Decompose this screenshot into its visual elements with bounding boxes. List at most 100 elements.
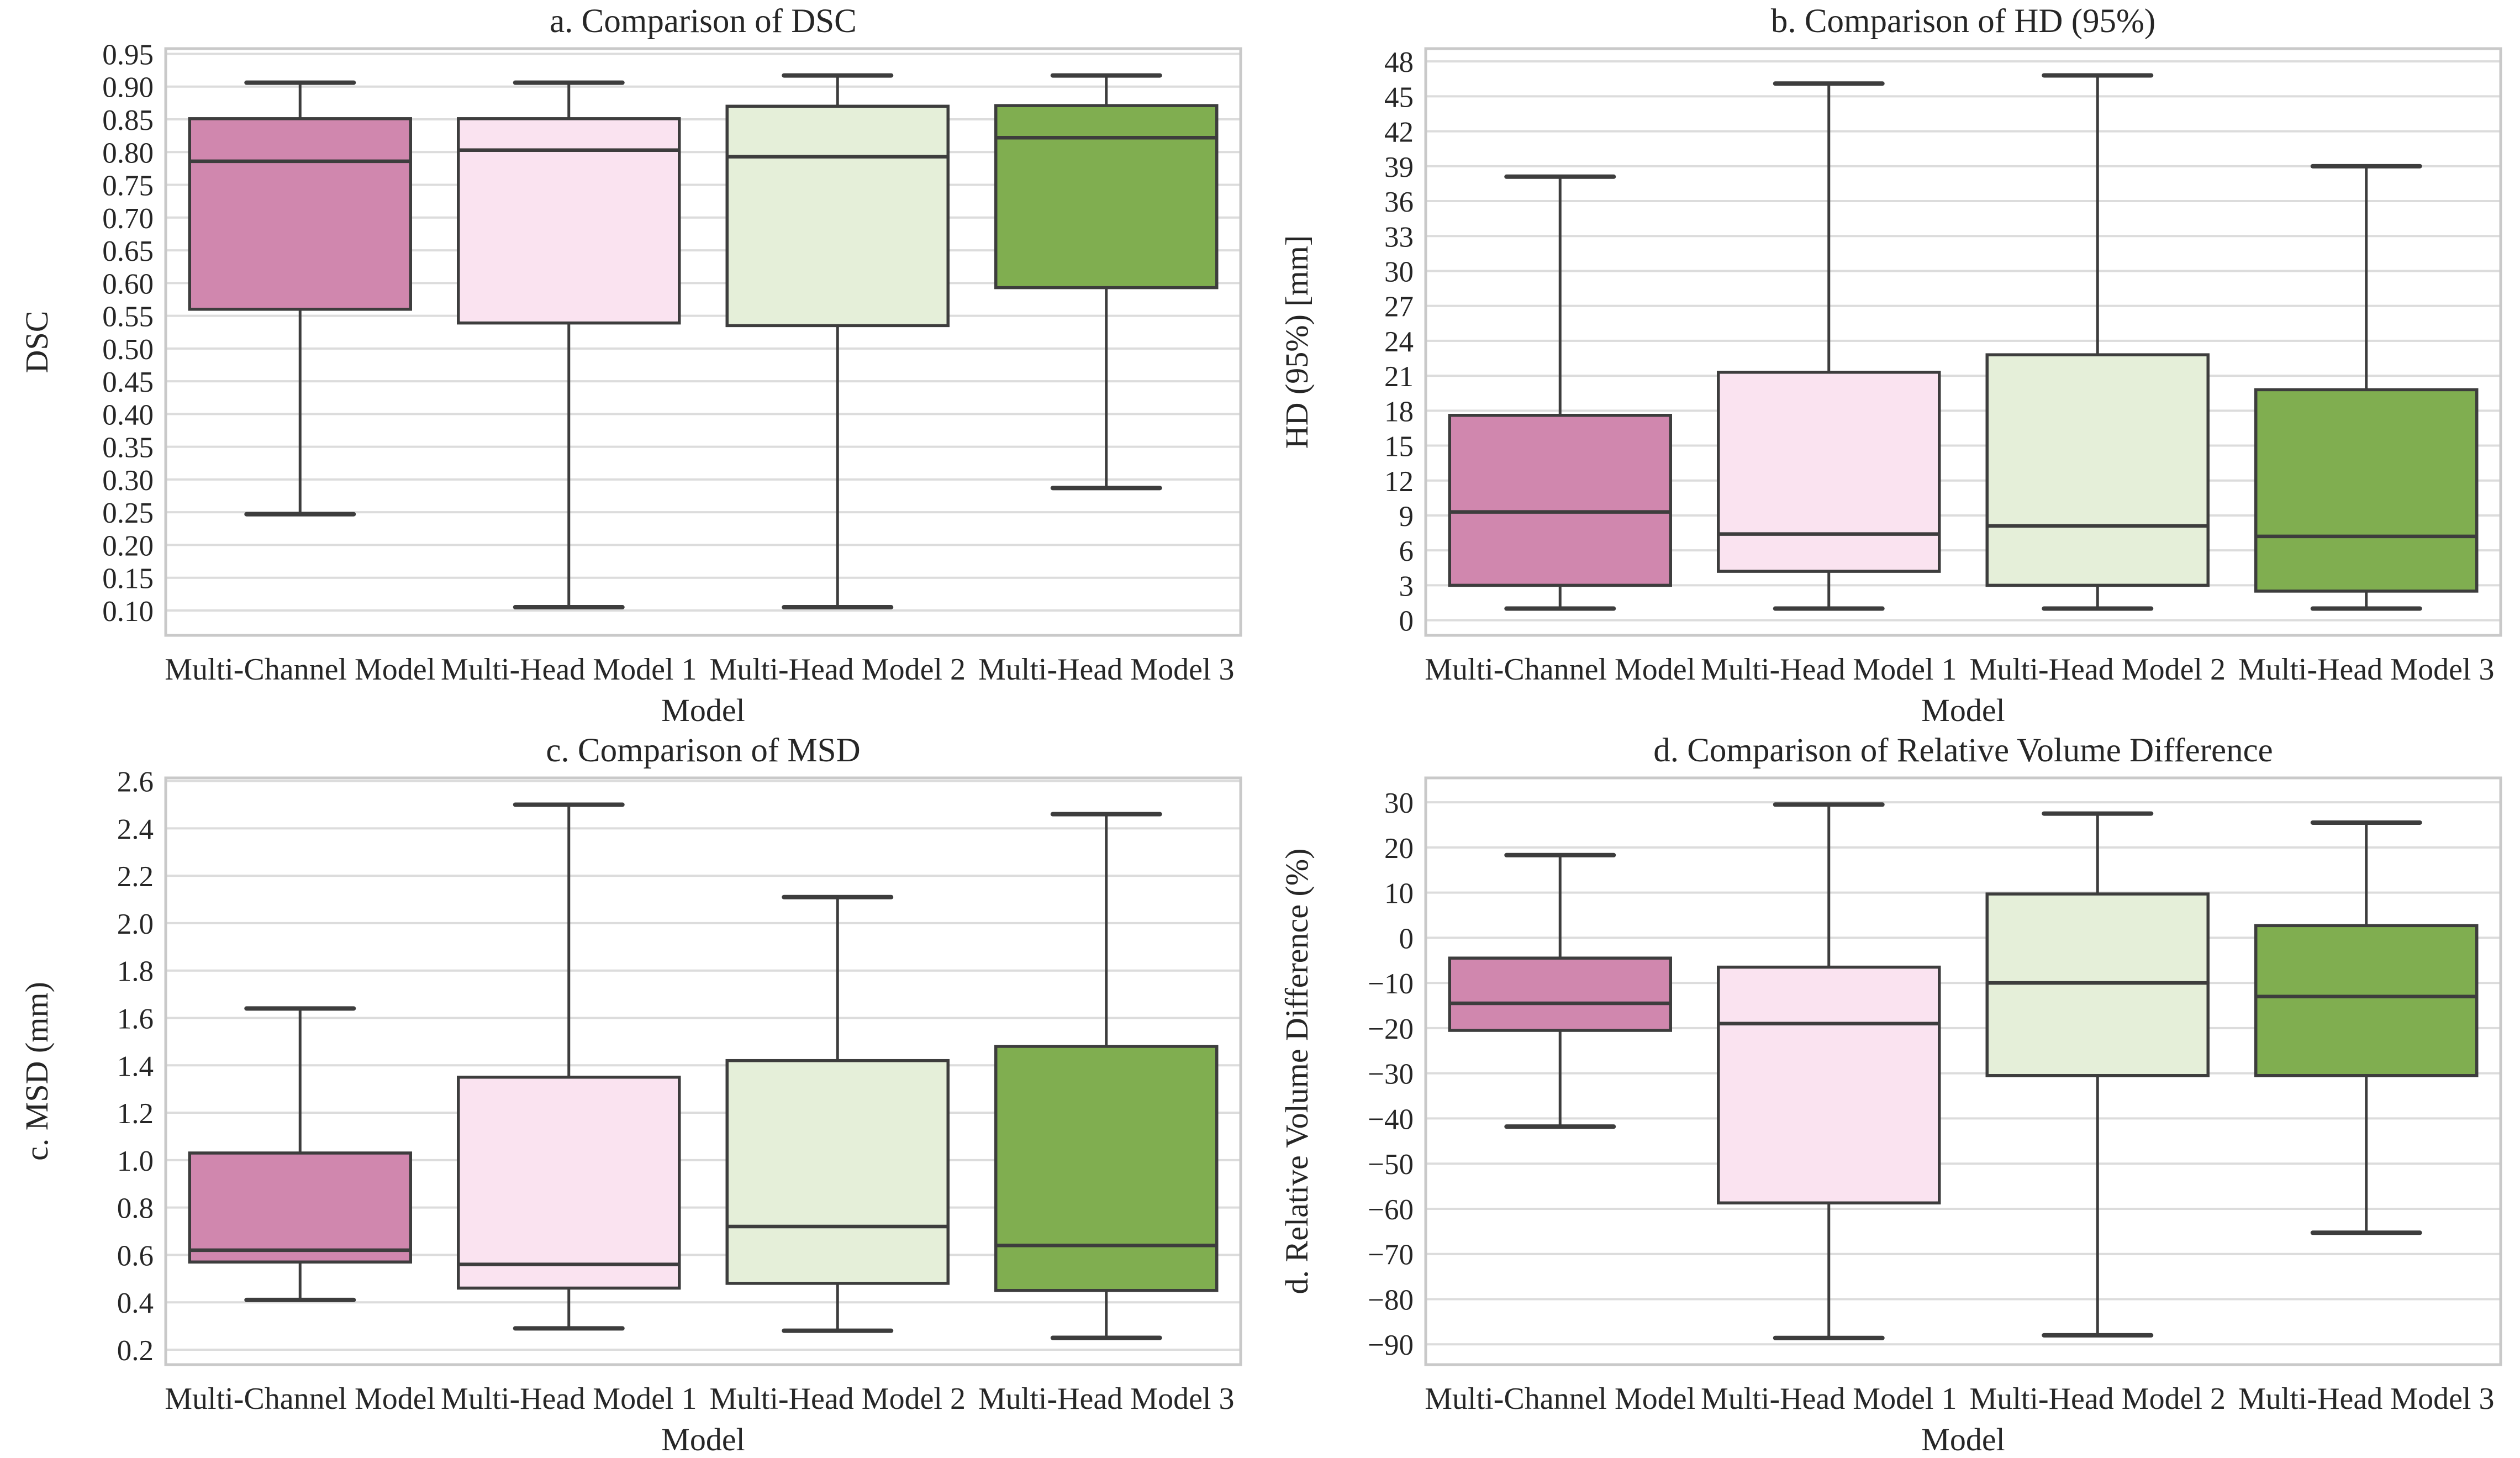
y-tick-label: −90 [1368, 1329, 1414, 1361]
box-group [1985, 811, 2210, 1338]
y-tick-label: 0.30 [102, 465, 154, 497]
y-tick-label: 0.10 [102, 596, 154, 628]
y-tick-label: 6 [1399, 535, 1414, 567]
x-category-label: Multi-Head Model 1 [441, 1382, 697, 1416]
y-tick-label: 0.6 [117, 1240, 154, 1272]
box-iqr [1717, 371, 1941, 573]
y-axis-label: HD (95%) [mm] [1279, 235, 1315, 449]
y-tick-label: 2.0 [117, 908, 154, 940]
boxplot-dsc: 0.100.150.200.250.300.350.400.450.500.55… [19, 3, 1242, 728]
y-tick-label: 3 [1399, 570, 1414, 602]
box-iqr [2254, 924, 2479, 1077]
x-axis-label: Model [1921, 1422, 2005, 1457]
x-axis-label: Model [1921, 692, 2005, 728]
y-tick-label: 0.35 [102, 432, 154, 464]
box-iqr [457, 1075, 681, 1290]
box-group [1717, 802, 1941, 1340]
x-category-label: Multi-Channel Model [1425, 1382, 1695, 1416]
chart-title: b. Comparison of HD (95%) [1771, 3, 2155, 40]
x-axis-label: Model [661, 1422, 745, 1457]
box-group [994, 812, 1219, 1340]
panel-msd: 0.2 0.4 0.6 0.8 1.0 1.2 1.4 1.6 1.8 2.0 2.2 2.4 2.6 c… [0, 729, 1260, 1458]
y-tick-label: 0.95 [102, 39, 154, 71]
y-tick-label: 1.4 [117, 1050, 154, 1082]
chart-title: c. Comparison of MSD [546, 732, 860, 769]
x-category-label: Multi-Head Model 1 [1701, 1382, 1957, 1416]
box-group [725, 73, 950, 610]
y-tick-label: 0.4 [117, 1287, 154, 1319]
y-tick-label: 33 [1384, 221, 1414, 253]
y-tick-label: 0.90 [102, 72, 154, 104]
y-tick-label: −60 [1368, 1194, 1414, 1226]
y-tick-label: 48 [1384, 46, 1414, 78]
y-tick-label: 2.6 [117, 766, 154, 798]
y-tick-label: 30 [1384, 256, 1414, 288]
y-tick-label: 36 [1384, 186, 1414, 218]
box-group [188, 1006, 412, 1302]
y-tick-label: 21 [1384, 361, 1414, 393]
box-iqr [725, 104, 950, 328]
x-category-label: Multi-Head Model 1 [441, 652, 697, 687]
y-tick-label: 0.55 [102, 301, 154, 333]
x-category-label: Multi-Head Model 3 [2238, 652, 2494, 687]
panel-hd95: 0 3 6 9 12 15 18 21 24 27 30 33 36 39 42 45 48 b. Compari… [1260, 0, 2520, 729]
box-group [1717, 81, 1941, 611]
y-tick-label: 42 [1384, 117, 1414, 149]
y-tick-label: 0.8 [117, 1193, 154, 1225]
y-tick-label: 45 [1384, 81, 1414, 113]
box-iqr [1717, 965, 1941, 1205]
x-category-label: Multi-Channel Model [1425, 652, 1695, 687]
y-tick-label: −20 [1368, 1013, 1414, 1045]
box-iqr [1985, 353, 2210, 587]
box-iqr [1448, 956, 1672, 1032]
y-tick-label: 18 [1384, 396, 1414, 428]
y-tick-label: 0.75 [102, 170, 154, 202]
y-tick-label: −10 [1368, 968, 1414, 1000]
panel-rvd: −90 −80 −70 −60 −50 −40 −30 −20 −10 0 10 20 30 d. Com… [1260, 729, 2520, 1458]
x-category-label: Multi-Head Model 2 [710, 1382, 966, 1416]
x-category-label: Multi-Head Model 3 [2238, 1382, 2494, 1416]
x-category-label: Multi-Channel Model [165, 652, 435, 687]
panel-dsc: 0.10 0.15 0.20 0.25 0.30 0.35 0.40 0.45 0.50 0.55… [0, 0, 1260, 729]
y-tick-label: 0.80 [102, 137, 154, 169]
y-tick-label: 20 [1384, 833, 1414, 865]
y-axis-label: DSC [19, 311, 55, 373]
axes-spine [1424, 47, 2502, 637]
y-tick-label: 0.20 [102, 530, 154, 562]
y-tick-label: 2.2 [117, 861, 154, 893]
y-tick-label: 10 [1384, 878, 1414, 910]
y-axis-label: c. MSD (mm) [19, 982, 55, 1161]
box-iqr [725, 1059, 950, 1285]
y-tick-label: 30 [1384, 787, 1414, 819]
y-tick-label: 24 [1384, 326, 1414, 358]
box-iqr [1985, 892, 2210, 1077]
x-category-label: Multi-Head Model 2 [710, 652, 966, 687]
x-category-label: Multi-Head Model 3 [978, 1382, 1234, 1416]
y-tick-label: 1.0 [117, 1145, 154, 1177]
box-group [188, 80, 412, 517]
x-category-label: Multi-Head Model 1 [1701, 652, 1957, 687]
y-tick-label: 1.6 [117, 1003, 154, 1035]
box-iqr [457, 117, 681, 325]
box-group [1985, 73, 2210, 611]
y-tick-label: 12 [1384, 466, 1414, 498]
box-group [1448, 174, 1672, 611]
y-tick-label: 0.60 [102, 268, 154, 300]
box-group [457, 802, 681, 1331]
y-tick-label: 39 [1384, 151, 1414, 183]
y-tick-label: −30 [1368, 1059, 1414, 1091]
y-tick-label: 0.2 [117, 1335, 154, 1367]
y-tick-label: 27 [1384, 291, 1414, 323]
x-category-label: Multi-Channel Model [165, 1382, 435, 1416]
y-tick-label: 0.50 [102, 334, 154, 366]
y-tick-label: 1.2 [117, 1098, 154, 1130]
y-tick-label: −80 [1368, 1284, 1414, 1316]
y-tick-label: 0.65 [102, 235, 154, 267]
y-tick-label: 1.8 [117, 956, 154, 988]
box-group [994, 73, 1219, 491]
x-category-label: Multi-Head Model 2 [1970, 652, 2226, 687]
axes-spine [164, 776, 1242, 1366]
axes-spine [1424, 776, 2502, 1366]
